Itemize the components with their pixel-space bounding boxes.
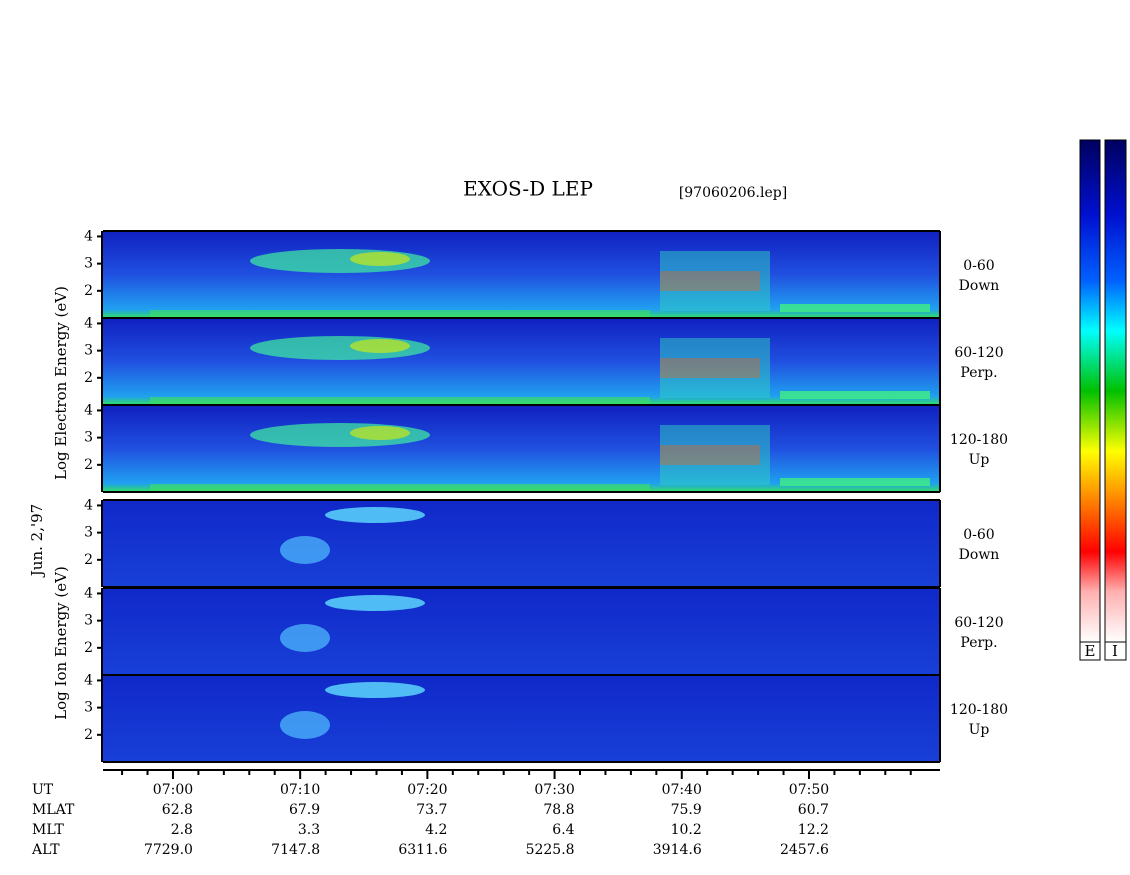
feature bbox=[325, 595, 425, 611]
spectrogram-panel bbox=[103, 675, 940, 762]
y-tick-label: 4 bbox=[84, 585, 93, 601]
x-tick-label: 07:30 bbox=[534, 782, 574, 798]
panel-direction: Down bbox=[959, 547, 1000, 563]
feature bbox=[350, 339, 410, 353]
colorbar-e bbox=[1079, 139, 1101, 643]
panel-direction: Down bbox=[959, 278, 1000, 294]
feature bbox=[325, 507, 425, 523]
spectrogram-panel bbox=[103, 588, 940, 675]
y-tick-label: 2 bbox=[84, 370, 93, 386]
table-value: 62.8 bbox=[162, 802, 193, 818]
x-tick-label: 07:50 bbox=[789, 782, 829, 798]
y-tick-label: 2 bbox=[84, 640, 93, 656]
spectrogram-panel bbox=[103, 405, 940, 492]
y-tick-label: 4 bbox=[84, 228, 93, 244]
y-tick-label: 3 bbox=[84, 430, 93, 446]
panel-range: 60-120 bbox=[954, 345, 1003, 361]
table-value: 73.7 bbox=[416, 802, 447, 818]
table-value: 78.8 bbox=[543, 802, 574, 818]
y-tick-label: 3 bbox=[84, 525, 93, 541]
table-value: 3914.6 bbox=[653, 842, 702, 858]
table-value: 3.3 bbox=[298, 822, 320, 838]
table-value: 10.2 bbox=[671, 822, 702, 838]
feature bbox=[660, 251, 770, 311]
feature bbox=[660, 338, 770, 398]
feature bbox=[280, 536, 330, 564]
table-value: 2457.6 bbox=[780, 842, 829, 858]
colorbar-i-box bbox=[1104, 641, 1127, 661]
spectrogram-panel bbox=[103, 318, 940, 405]
row-label: MLAT bbox=[32, 802, 75, 818]
panel-range: 120-180 bbox=[950, 702, 1008, 718]
table-value: 67.9 bbox=[289, 802, 320, 818]
feature bbox=[150, 397, 650, 405]
feature bbox=[780, 478, 930, 486]
feature bbox=[150, 310, 650, 318]
spectrogram-panel bbox=[103, 231, 940, 318]
table-value: 6311.6 bbox=[398, 842, 447, 858]
y-tick-label: 4 bbox=[84, 315, 93, 331]
y-tick-label: 3 bbox=[84, 700, 93, 716]
feature bbox=[660, 271, 760, 291]
file-label: [97060206.lep] bbox=[679, 185, 787, 201]
y-tick-label: 2 bbox=[84, 552, 93, 568]
feature bbox=[280, 624, 330, 652]
row-label: MLT bbox=[32, 822, 64, 838]
table-value: 6.4 bbox=[552, 822, 574, 838]
row-label: UT bbox=[32, 782, 54, 798]
colorbars: E I bbox=[1079, 139, 1127, 661]
y-axis-label: Log Electron Energy (eV) bbox=[52, 286, 70, 480]
feature bbox=[780, 391, 930, 399]
chart-title: EXOS-D LEP bbox=[463, 177, 593, 201]
table-value: 7729.0 bbox=[144, 842, 193, 858]
table-value: 7147.8 bbox=[271, 842, 320, 858]
panel-direction: Perp. bbox=[960, 365, 997, 381]
y-tick-label: 4 bbox=[84, 402, 93, 418]
y-tick-label: 2 bbox=[84, 727, 93, 743]
y-tick-label: 4 bbox=[84, 672, 93, 688]
table-value: 2.8 bbox=[171, 822, 193, 838]
panel-range: 0-60 bbox=[963, 527, 994, 543]
feature bbox=[660, 358, 760, 378]
x-tick-label: 07:40 bbox=[662, 782, 702, 798]
feature bbox=[660, 445, 760, 465]
feature bbox=[350, 426, 410, 440]
y-tick-label: 2 bbox=[84, 283, 93, 299]
feature bbox=[350, 252, 410, 266]
feature bbox=[660, 425, 770, 485]
x-tick-label: 07:20 bbox=[407, 782, 447, 798]
panel-direction: Up bbox=[969, 722, 990, 738]
date-label: Jun. 2,'97 bbox=[28, 504, 46, 578]
table-value: 75.9 bbox=[671, 802, 702, 818]
y-tick-label: 3 bbox=[84, 343, 93, 359]
row-label: ALT bbox=[31, 842, 60, 858]
feature bbox=[280, 711, 330, 739]
colorbar-label: E bbox=[1085, 642, 1096, 660]
colorbar-label: I bbox=[1112, 642, 1118, 660]
panel-range: 120-180 bbox=[950, 432, 1008, 448]
feature bbox=[780, 304, 930, 312]
feature bbox=[150, 484, 650, 492]
y-tick-label: 4 bbox=[84, 497, 93, 513]
panel-direction: Up bbox=[969, 452, 990, 468]
table-value: 60.7 bbox=[798, 802, 829, 818]
panel-range: 60-120 bbox=[954, 615, 1003, 631]
y-tick-label: 2 bbox=[84, 457, 93, 473]
feature bbox=[325, 682, 425, 698]
y-tick-label: 3 bbox=[84, 613, 93, 629]
y-tick-label: 3 bbox=[84, 256, 93, 272]
table-value: 5225.8 bbox=[526, 842, 575, 858]
table-value: 12.2 bbox=[798, 822, 829, 838]
panel-direction: Perp. bbox=[960, 635, 997, 651]
x-tick-label: 07:10 bbox=[280, 782, 320, 798]
x-tick-label: 07:00 bbox=[153, 782, 193, 798]
panel-range: 0-60 bbox=[963, 258, 994, 274]
y-axis-label: Log Ion Energy (eV) bbox=[52, 566, 70, 720]
colorbar-e-box bbox=[1079, 641, 1101, 661]
colorbar-i bbox=[1104, 139, 1127, 643]
spectrogram-panel bbox=[103, 500, 940, 587]
table-value: 4.2 bbox=[425, 822, 447, 838]
